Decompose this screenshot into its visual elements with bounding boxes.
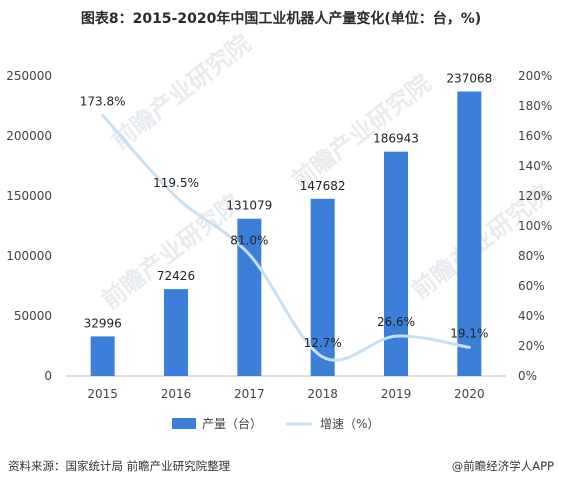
growth-line <box>101 113 471 362</box>
y-left-tick-label: 0 <box>44 369 52 383</box>
bar <box>90 336 115 376</box>
line-value-label: 173.8% <box>80 94 126 108</box>
y-right-tick-label: 20% <box>518 339 545 353</box>
legend-line-label: 增速（%） <box>320 417 379 431</box>
y-right-tick-label: 160% <box>518 129 552 143</box>
bar <box>164 289 188 376</box>
watermark-1: 前瞻产业研究院 <box>106 29 256 154</box>
brand-note: @前瞻经济学人APP <box>451 459 554 473</box>
y-left-tick-label: 100000 <box>6 249 52 263</box>
y-right-tick-label: 100% <box>518 219 552 233</box>
line-value-label: 81.0% <box>230 234 268 248</box>
chart-title: 图表8：2015-2020年中国工业机器人产量变化(单位：台，%) <box>80 11 482 27</box>
x-tick-label: 2016 <box>161 387 192 401</box>
bar <box>310 198 335 376</box>
legend-bar-label: 产量（台） <box>202 416 262 431</box>
bar <box>457 91 482 376</box>
bar-value-label: 237068 <box>446 72 492 86</box>
x-tick-label: 2020 <box>454 387 485 401</box>
line-value-label: 12.7% <box>304 336 342 350</box>
bar <box>237 218 262 376</box>
y-right-tick-label: 0% <box>518 369 537 383</box>
line-value-label: 19.1% <box>450 326 488 340</box>
x-tick-label: 2017 <box>234 387 265 401</box>
y-left-tick-label: 250000 <box>6 69 52 83</box>
y-left-tick-label: 150000 <box>6 189 52 203</box>
y-right-tick-label: 140% <box>518 159 552 173</box>
line-value-label: 119.5% <box>153 176 199 190</box>
legend-bar-swatch <box>172 418 196 429</box>
y-right-tick-label: 200% <box>518 69 552 83</box>
bar <box>384 151 408 376</box>
bar-value-label: 72426 <box>157 269 195 283</box>
bar-value-label: 32996 <box>84 316 122 330</box>
x-tick-label: 2015 <box>87 387 118 401</box>
bar-value-label: 186943 <box>373 132 419 146</box>
source-note: 资料来源：国家统计局 前瞻产业研究院整理 <box>8 459 231 473</box>
y-right-tick-label: 120% <box>518 189 552 203</box>
y-right-tick-label: 60% <box>518 279 545 293</box>
x-tick-label: 2018 <box>307 387 338 401</box>
y-right-tick-label: 40% <box>518 309 545 323</box>
bar-value-label: 147682 <box>300 179 346 193</box>
y-right-tick-label: 180% <box>518 99 552 113</box>
bar-value-label: 131079 <box>226 199 272 213</box>
y-left-tick-label: 50000 <box>14 309 52 323</box>
x-tick-label: 2019 <box>381 387 412 401</box>
y-left-tick-label: 200000 <box>6 129 52 143</box>
line-value-label: 26.6% <box>377 315 415 329</box>
y-right-tick-label: 80% <box>518 249 545 263</box>
